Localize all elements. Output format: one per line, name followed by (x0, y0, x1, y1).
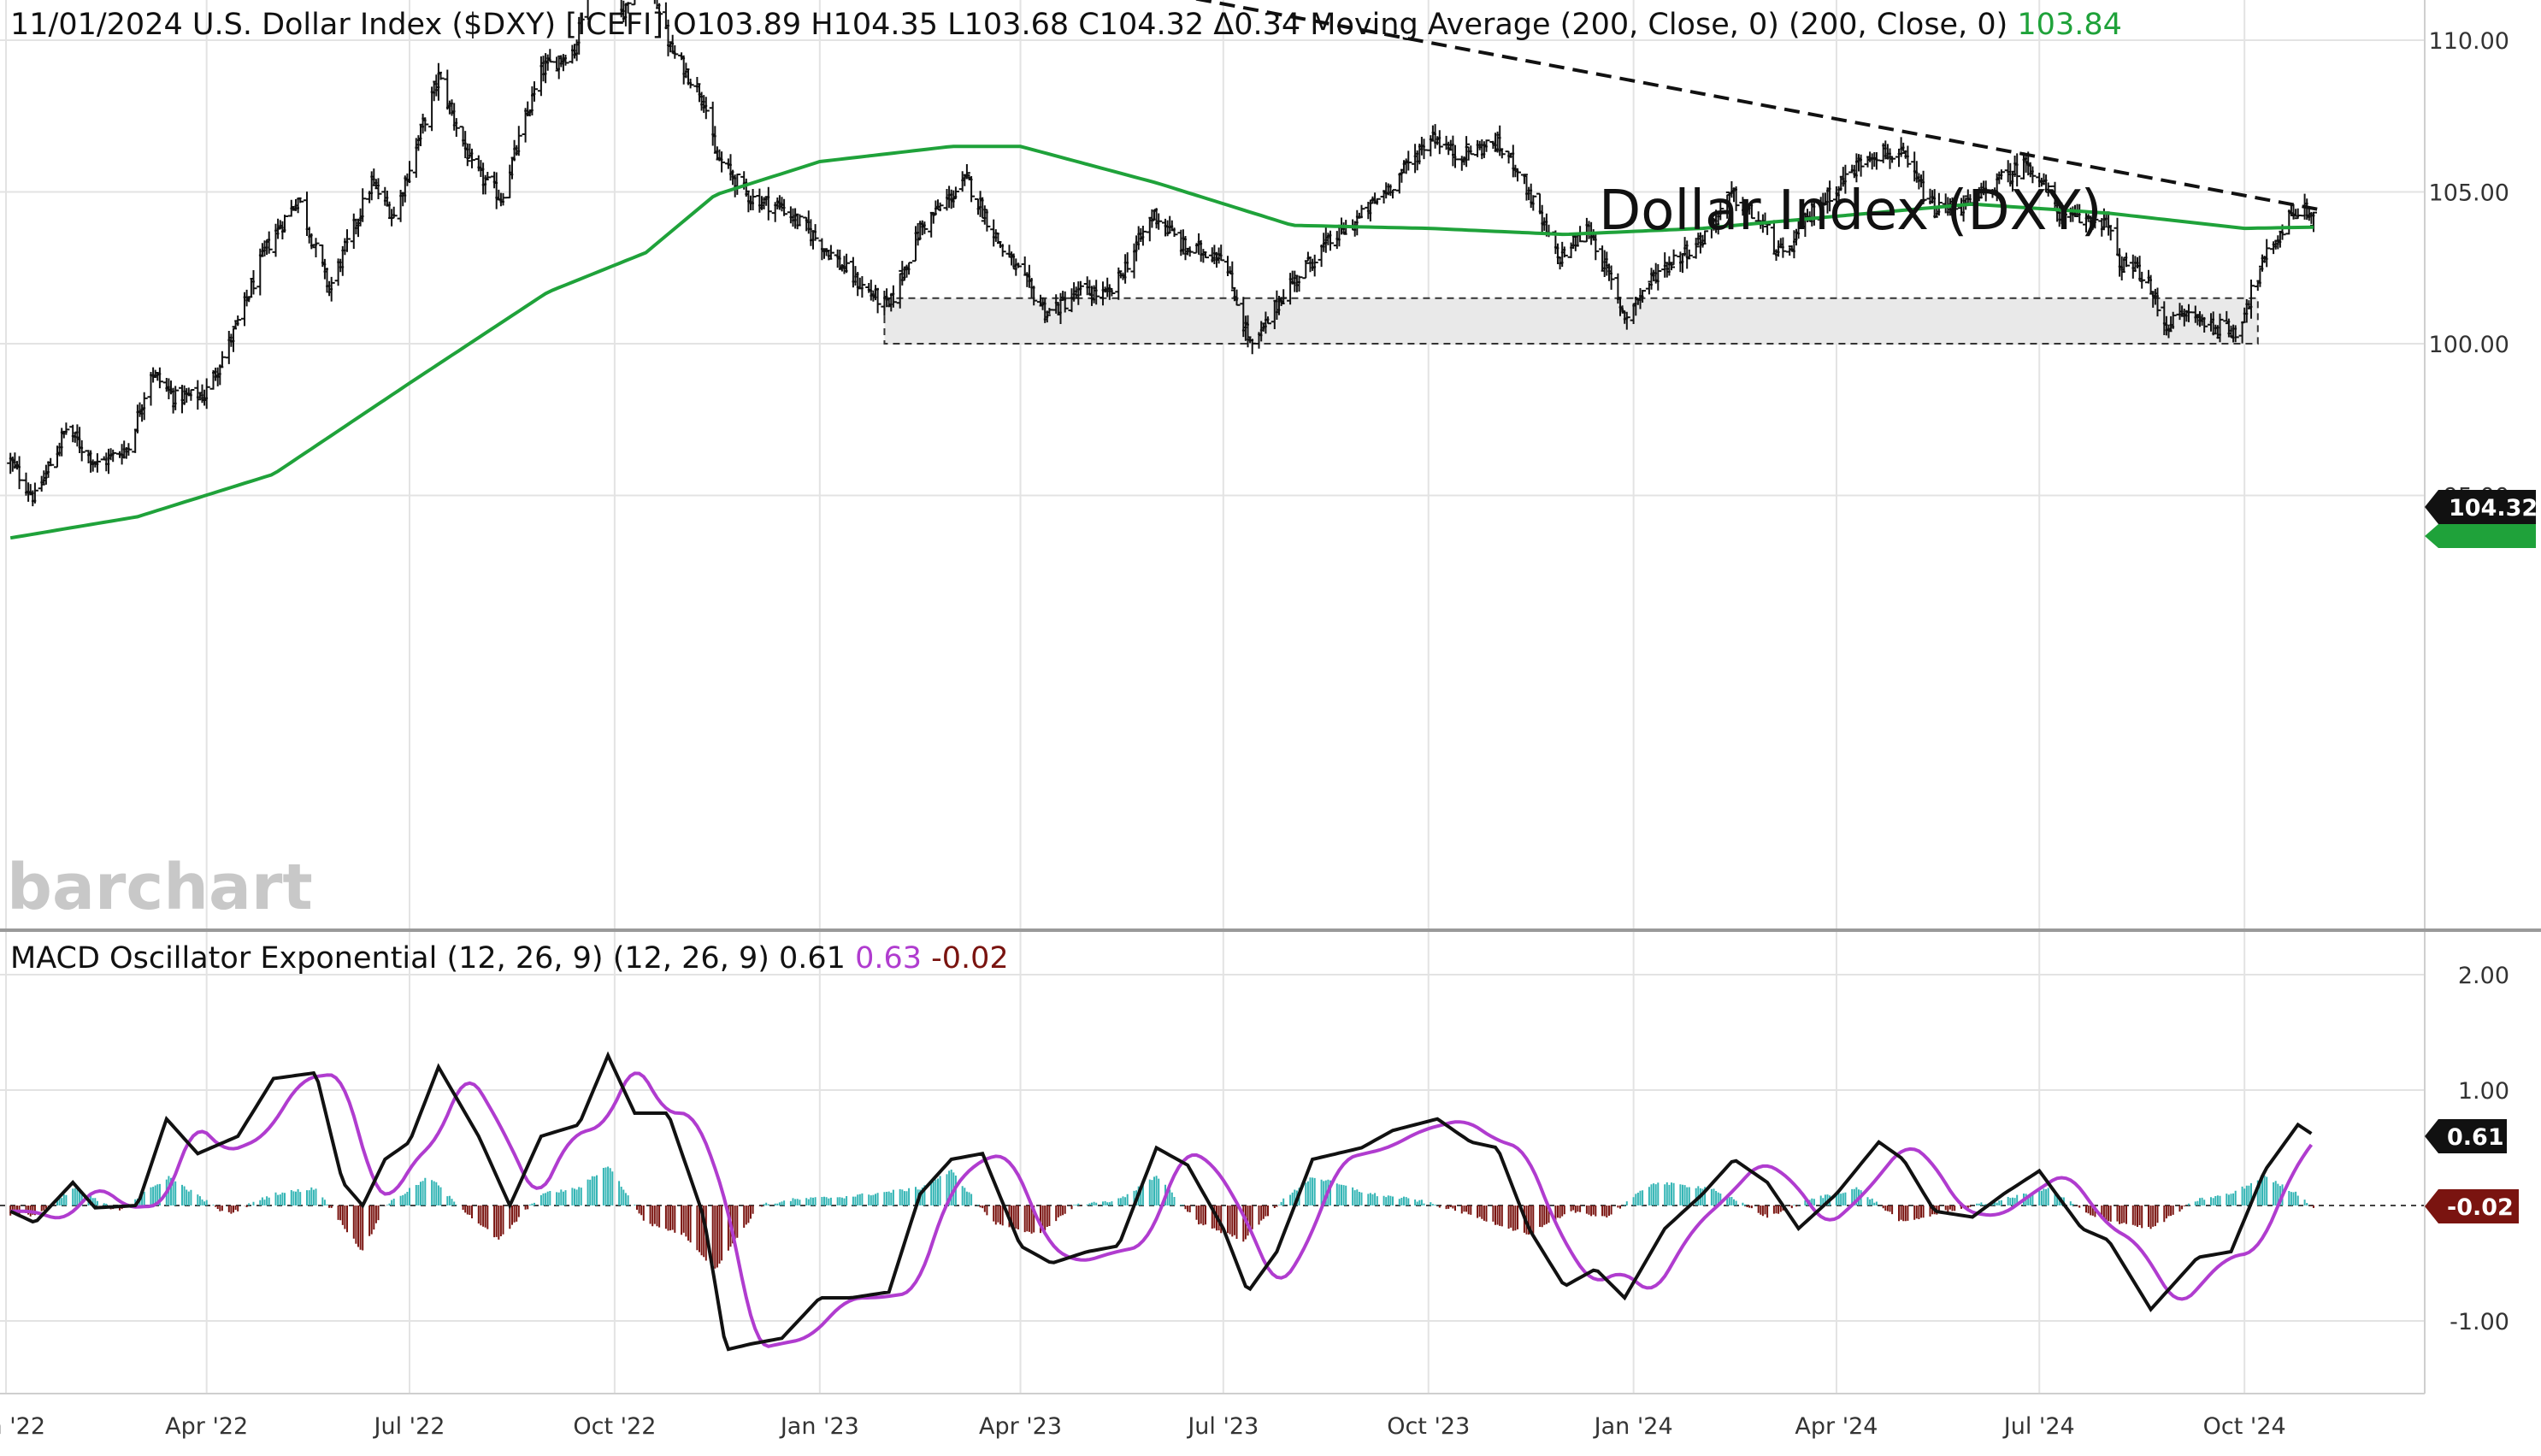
resistance-trendline (1193, 0, 2323, 212)
macd-badge-shape (2425, 1119, 2507, 1153)
macd-histogram (0, 1166, 2425, 1269)
macd-line (9, 1051, 2313, 1352)
time-tick-label: Apr '23 (979, 1413, 1062, 1440)
time-tick-label: Jan '22 (0, 1413, 45, 1440)
time-tick-label: Apr '24 (1795, 1413, 1878, 1440)
macd-badge-label: 0.61 (2447, 1124, 2504, 1151)
ohlc-bars (7, 0, 2317, 507)
moving-average-line (9, 144, 2314, 540)
macd-header: MACD Oscillator Exponential (12, 26, 9) … (10, 941, 1009, 976)
macd-header-text: MACD Oscillator Exponential (12, 26, 9) … (10, 941, 855, 976)
trendline (1193, 0, 2323, 212)
barchart-watermark: barchart (7, 851, 313, 924)
hist-badge-label: -0.02 (2447, 1194, 2514, 1221)
macd-tick-label: 2.00 (2458, 963, 2509, 989)
time-tick-label: Jul '24 (2002, 1413, 2075, 1440)
chart-title: Dollar Index (DXY) (1599, 180, 2102, 243)
time-tick-label: Jul '22 (373, 1413, 445, 1440)
hist-badge: -0.02 (2425, 1189, 2519, 1223)
price-tick-label: 105.00 (2429, 180, 2509, 207)
time-tick-label: Jul '23 (1186, 1413, 1259, 1440)
time-tick-label: Jan '23 (779, 1413, 859, 1440)
price-header: 11/01/2024 U.S. Dollar Index ($DXY) [ICE… (10, 8, 2122, 42)
macd-tick-label: -1.00 (2450, 1309, 2509, 1335)
macd-lines (9, 1051, 2314, 1352)
price-tick-label: 100.00 (2429, 332, 2509, 358)
price-badge-label: 104.32 (2449, 495, 2538, 522)
hist-value: -0.02 (931, 941, 1009, 976)
hist-badge-shape (2425, 1189, 2519, 1223)
price-header-text: 11/01/2024 U.S. Dollar Index ($DXY) [ICE… (10, 8, 2017, 42)
gridlines (0, 0, 2425, 1394)
hist-value-text (922, 941, 931, 976)
macd-tick-label: 1.00 (2458, 1078, 2509, 1105)
ma-200-line (9, 144, 2314, 540)
ma-badge-shape (2425, 524, 2536, 548)
support-zone-box (883, 297, 2259, 345)
price-bars (7, 0, 2317, 507)
histogram-positive (50, 1166, 2310, 1205)
time-tick-label: Apr '22 (165, 1413, 248, 1440)
price-tick-label: 110.00 (2429, 28, 2509, 55)
signal-value: 0.63 (855, 941, 922, 976)
time-tick-label: Oct '24 (2203, 1413, 2286, 1440)
time-tick-label: Oct '23 (1387, 1413, 1470, 1440)
signal-line (10, 1071, 2314, 1348)
time-tick-label: Jan '24 (1593, 1413, 1673, 1440)
support-zone (883, 297, 2259, 345)
price-badge: 104.32 (2425, 490, 2538, 548)
ma-value: 103.84 (2017, 8, 2121, 42)
price-badge-shape (2425, 490, 2536, 524)
macd-badge: 0.61 (2425, 1119, 2507, 1153)
time-tick-label: Oct '22 (573, 1413, 656, 1440)
